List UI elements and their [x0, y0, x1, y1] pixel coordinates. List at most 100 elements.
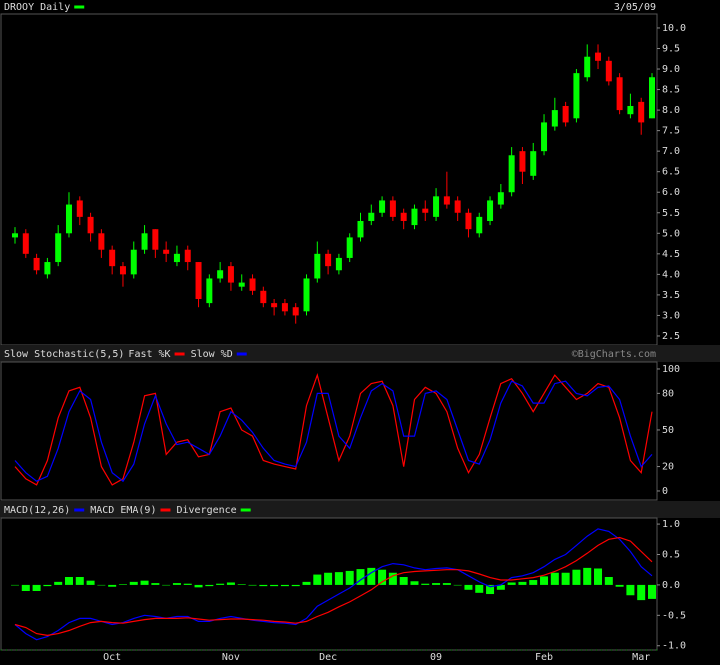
divergence-bar [205, 584, 214, 587]
candle-body [55, 233, 62, 263]
candle-body [65, 204, 72, 234]
divergence-bar [216, 583, 225, 585]
divergence-bar [432, 583, 441, 585]
y-tick-label: 9.5 [662, 43, 680, 54]
y-tick-label: -0.5 [662, 610, 686, 621]
series-line [14, 380, 653, 483]
divergence-bar [162, 584, 171, 586]
candle-body [76, 200, 83, 217]
candle-body [465, 212, 472, 230]
divergence-bar [248, 584, 257, 586]
candle-body [400, 212, 407, 221]
candle-body [357, 220, 364, 238]
y-tick-label: 8.5 [662, 85, 680, 96]
candle-body [476, 216, 483, 234]
candle-body [497, 192, 504, 205]
divergence-bar [151, 583, 160, 585]
y-tick-label: 3.5 [662, 290, 680, 301]
divergence-bar [32, 584, 41, 591]
candle-body [443, 196, 450, 205]
x-tick-label: Oct [103, 652, 121, 663]
watermark: ©BigCharts.com [572, 349, 656, 360]
x-tick-label: Mar [632, 652, 650, 663]
y-tick-label: 0.0 [662, 580, 680, 591]
divergence-bar [648, 584, 656, 599]
y-tick-label: 50 [662, 425, 674, 436]
candle-body [281, 303, 288, 312]
divergence-bar [259, 584, 268, 587]
divergence-bar [421, 583, 430, 585]
candle-body [98, 233, 105, 250]
divergence-bar [302, 581, 311, 585]
candle-body [616, 77, 623, 111]
candle-body [314, 253, 321, 279]
divergence-bar [464, 584, 473, 590]
divergence-bar [129, 581, 138, 585]
y-tick-label: 1.0 [662, 519, 680, 530]
panel-title: Slow Stochastic(5,5) [4, 349, 124, 360]
divergence-bar [21, 584, 30, 591]
divergence-bar [54, 581, 63, 585]
candle-body [551, 110, 558, 127]
candle-body [271, 303, 278, 308]
divergence-bar [140, 580, 149, 585]
divergence-bar [334, 572, 343, 585]
divergence-bar [475, 584, 484, 593]
divergence-bar [11, 584, 19, 586]
candle-body [130, 249, 137, 275]
candle-body [562, 105, 569, 123]
candle-body [649, 77, 655, 119]
candle-body [260, 290, 267, 304]
candle-body [325, 253, 332, 267]
divergence-bar [237, 584, 246, 585]
y-tick-label: 3.0 [662, 310, 680, 321]
legend-label: MACD(12,26) [4, 505, 70, 516]
divergence-bar [108, 584, 117, 587]
divergence-bar [97, 584, 106, 586]
candle-body [292, 307, 299, 316]
candle-body [530, 151, 537, 176]
stochastic-panel-frame [0, 361, 658, 501]
chart-title: DROOY Daily [4, 2, 70, 13]
divergence-bar [367, 567, 376, 585]
x-tick-label: Nov [222, 652, 240, 663]
candle-body [227, 266, 234, 283]
candle-body [141, 233, 148, 250]
y-tick-label: 10.0 [662, 23, 686, 34]
divergence-bar [453, 584, 462, 586]
candle-body [605, 60, 612, 82]
candle-body [508, 155, 515, 193]
divergence-bar [270, 584, 279, 587]
divergence-bar [356, 569, 365, 585]
stochastic-header-bar [0, 345, 720, 362]
x-tick-label: 09 [430, 652, 442, 663]
candle-body [487, 200, 494, 221]
candle-body [595, 52, 602, 61]
divergence-bar [486, 584, 495, 595]
candle-body [152, 229, 159, 250]
candle-body [627, 105, 634, 115]
divergence-bar [615, 584, 624, 587]
x-tick-label: Dec [319, 652, 337, 663]
candle-body [184, 249, 191, 263]
y-tick-label: 6.5 [662, 167, 680, 178]
candle-body [335, 257, 342, 271]
candle-body [12, 233, 18, 238]
divergence-bar [583, 567, 592, 585]
candle-body [217, 270, 224, 279]
y-tick-label: 0 [662, 486, 668, 497]
divergence-bar [75, 577, 84, 585]
macd-header-bar [0, 501, 720, 518]
candle-body [541, 122, 548, 152]
candle-body [638, 101, 645, 123]
y-tick-label: 6.0 [662, 187, 680, 198]
x-tick-label: Feb [535, 652, 553, 663]
candle-body [173, 253, 180, 263]
divergence-bar [280, 584, 289, 587]
divergence-bar [378, 569, 387, 585]
divergence-bar [496, 584, 505, 590]
y-tick-label: 9.0 [662, 64, 680, 75]
divergence-bar [507, 582, 516, 585]
candle-body [519, 151, 526, 172]
